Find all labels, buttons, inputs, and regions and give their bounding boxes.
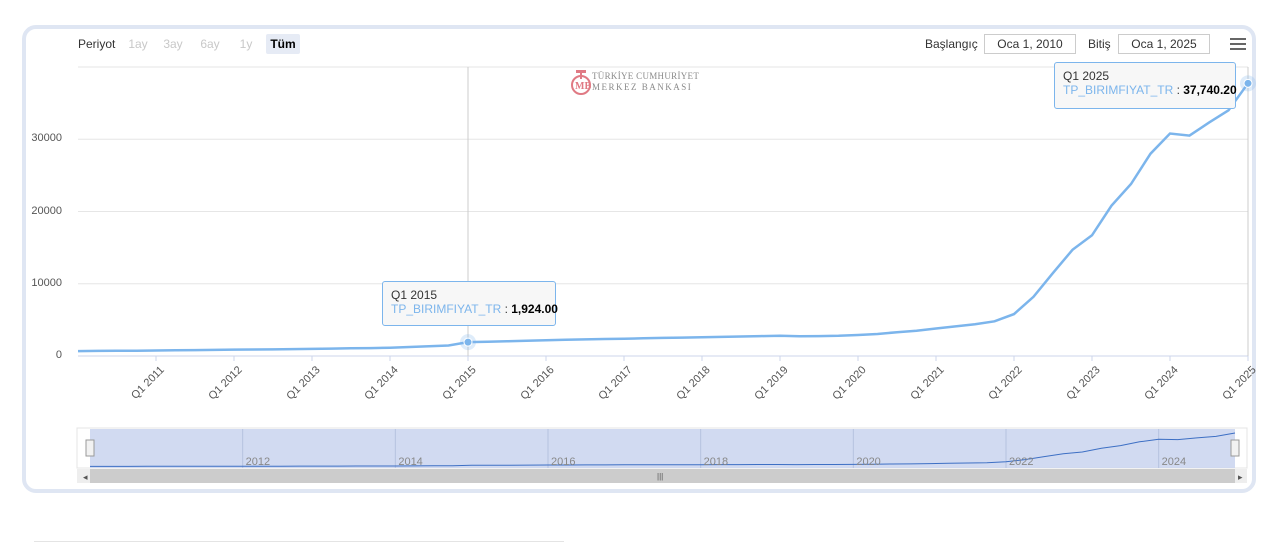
y-tick-label: 30000 — [31, 132, 62, 145]
navigator-label: 2024 — [1161, 456, 1187, 468]
range-button-tum[interactable]: Tüm — [266, 34, 300, 54]
navigator-label: 2016 — [551, 456, 576, 468]
logo-line-1: TÜRKİYE CUMHURİYET — [592, 71, 700, 81]
series-line-tp-birimfiyat-tr — [77, 82, 1250, 353]
tooltip-q1-2025: Q1 2025 TP_BIRIMFIYAT_TR : 37,740.20 — [1054, 62, 1237, 109]
svg-text:MB: MB — [575, 81, 591, 92]
range-button-1ay[interactable]: 1ay — [128, 37, 148, 51]
data-point-marker — [463, 337, 473, 347]
hover-markers — [460, 75, 1256, 351]
tooltip-title: Q1 2025 — [1063, 69, 1110, 83]
scrollbar-grip-icon[interactable]: ||| — [657, 472, 663, 481]
bottom-divider — [34, 541, 564, 546]
tooltip-series-name: TP_BIRIMFIYAT_TR — [391, 302, 502, 316]
navigator-label: 2022 — [1009, 456, 1034, 468]
cbrt-logo: MB TÜRKİYE CUMHURİYET MERKEZ BANKASI — [570, 68, 720, 100]
navigator-grid — [242, 429, 1160, 468]
range-button-1y[interactable]: 1y — [239, 37, 253, 51]
scrollbar-thumb[interactable] — [90, 469, 1235, 483]
grid-lines — [78, 66, 1248, 357]
x-axis-ticks — [155, 356, 1249, 361]
data-point-marker — [1243, 78, 1253, 88]
navigator-right-handle[interactable] — [1230, 439, 1240, 457]
navigator-left-handle[interactable] — [85, 439, 95, 457]
period-label: Periyot — [78, 37, 116, 51]
y-tick-label: 0 — [55, 349, 62, 361]
tooltip-value: 37,740.20 — [1183, 83, 1237, 97]
hamburger-menu-icon[interactable] — [1228, 36, 1248, 52]
navigator-selection — [90, 429, 1235, 468]
end-date-label: Bitiş — [1088, 37, 1111, 51]
tooltip-title: Q1 2015 — [391, 288, 438, 302]
range-button-3ay[interactable]: 3ay — [163, 37, 183, 51]
chart-frame — [22, 25, 1256, 493]
logo-line-2: MERKEZ BANKASI — [592, 82, 693, 92]
navigator-label: 2018 — [703, 456, 729, 468]
navigator-label: 2014 — [398, 456, 423, 468]
tooltip-q1-2015: Q1 2015 TP_BIRIMFIYAT_TR : 1,924.00 — [382, 281, 558, 326]
navigator-series-line — [90, 432, 1236, 467]
cbrt-emblem-icon: MB — [571, 70, 591, 95]
scroll-right-arrow-icon[interactable]: ▸ — [1238, 472, 1243, 482]
scroll-left-arrow-icon[interactable]: ◂ — [83, 472, 88, 482]
start-date-input[interactable]: Oca 1, 2010 — [984, 34, 1076, 54]
start-date-label: Başlangıç — [925, 37, 978, 51]
y-tick-label: 20000 — [31, 204, 62, 217]
tooltip-series-name: TP_BIRIMFIYAT_TR — [1063, 83, 1174, 97]
navigator-label: 2012 — [245, 456, 271, 468]
navigator-label: 2020 — [856, 456, 881, 468]
end-date-input[interactable]: Oca 1, 2025 — [1118, 34, 1210, 54]
y-tick-label: 10000 — [31, 276, 62, 289]
range-button-6ay[interactable]: 6ay — [200, 37, 220, 51]
tooltip-value: 1,924.00 — [511, 302, 558, 316]
